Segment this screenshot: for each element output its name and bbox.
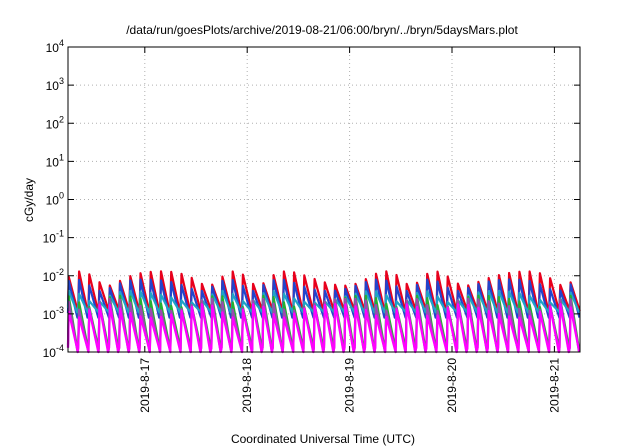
y-tick-label: 100 <box>46 191 64 208</box>
y-tick-label: 102 <box>46 114 64 131</box>
x-tick-label: 2019-8-21 <box>547 358 561 413</box>
series-layer <box>66 270 581 354</box>
y-tick-label: 10-3 <box>43 305 64 322</box>
x-ticks: 2019-8-17 2019-8-18 2019-8-19 2019-8-20 2019… <box>138 47 561 413</box>
x-tick-label: 2019-8-18 <box>240 358 254 413</box>
y-tick-label: 103 <box>46 76 64 93</box>
series-line <box>66 303 581 354</box>
y-tick-label: 10-2 <box>43 267 64 284</box>
y-tick-label: 101 <box>46 152 64 169</box>
x-tick-label: 2019-8-19 <box>343 358 357 413</box>
x-axis-label: Coordinated Universal Time (UTC) <box>231 432 415 446</box>
y-tick-label: 104 <box>46 38 64 55</box>
y-axis-label: cGy/day <box>22 178 36 222</box>
x-tick-label: 2019-8-17 <box>138 358 152 413</box>
chart-title: /data/run/goesPlots/archive/2019-08-21/0… <box>126 23 518 37</box>
y-tick-label: 10-1 <box>43 229 64 246</box>
y-tick-label: 10-4 <box>43 343 64 360</box>
x-tick-label: 2019-8-20 <box>445 358 459 413</box>
y-ticks: 10-4 10-3 10-2 10-1 100 101 102 103 104 <box>43 38 580 360</box>
